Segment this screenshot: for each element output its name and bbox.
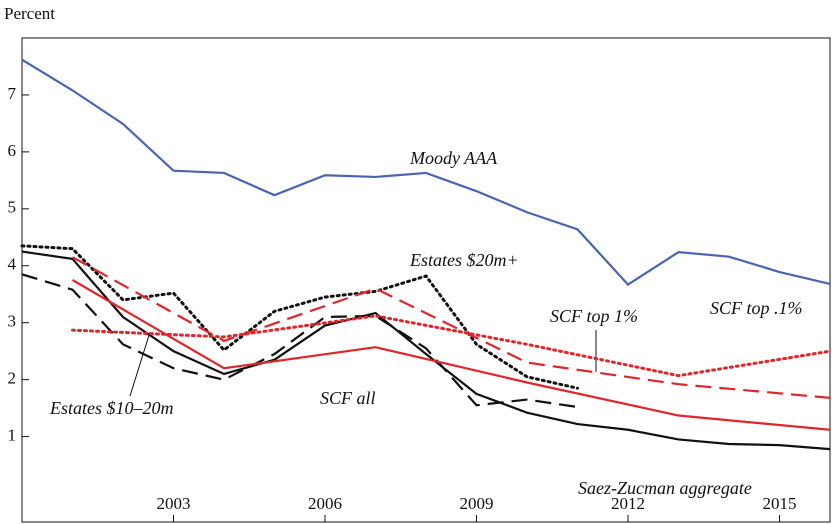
- y-tick-label: 7: [8, 84, 17, 103]
- series-line: [71, 279, 831, 431]
- series-line: [21, 58, 831, 286]
- leader-line: [129, 331, 151, 397]
- y-tick-label: 4: [8, 255, 17, 274]
- series-label: Saez-Zucman aggregate: [578, 478, 752, 498]
- series-label: Estates $20m+: [409, 250, 519, 270]
- x-tick-label: 2003: [157, 494, 191, 513]
- plot-frame: [21, 37, 831, 523]
- x-tick-label: 2012: [611, 494, 645, 513]
- series-line: [21, 250, 831, 451]
- y-tick-label: 6: [8, 141, 17, 160]
- series-label: SCF all: [320, 388, 376, 408]
- y-tick-label: 2: [8, 369, 17, 388]
- y-tick-label: 1: [8, 425, 17, 444]
- series-line: [71, 256, 831, 399]
- x-tick-label: 2006: [308, 494, 342, 513]
- y-tick-label: 5: [8, 198, 17, 217]
- x-tick-label: 2015: [763, 494, 797, 513]
- y-tick-label: 3: [8, 312, 17, 331]
- series-label: SCF top 1%: [550, 306, 638, 326]
- series-label: SCF top .1%: [710, 298, 803, 318]
- series-line: [71, 314, 832, 378]
- series-label: Estates $10–20m: [49, 398, 174, 418]
- x-tick-label: 2009: [460, 494, 494, 513]
- series-line: [21, 273, 578, 409]
- series-line: [20, 244, 579, 390]
- y-axis-label: Percent: [4, 4, 55, 23]
- series-label: Moody AAA: [409, 148, 498, 168]
